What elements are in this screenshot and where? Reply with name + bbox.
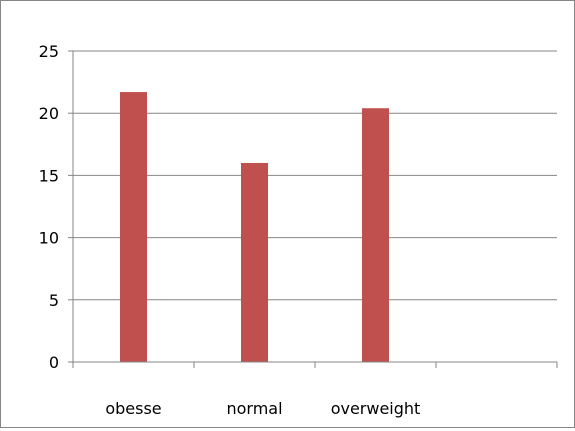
bars <box>120 92 389 362</box>
y-tick-label: 10 <box>39 229 59 248</box>
y-tick-label: 0 <box>49 353 59 372</box>
y-tick-label: 25 <box>39 42 59 61</box>
y-tick-label: 15 <box>39 166 59 185</box>
y-tick-labels: 0 5 10 15 20 25 <box>39 42 59 372</box>
axes <box>68 50 558 368</box>
gridlines <box>73 50 557 301</box>
bar-overweight <box>362 108 389 362</box>
y-tick-label: 5 <box>49 291 59 310</box>
bar-obesse <box>120 92 147 362</box>
x-tick-label: obesse <box>105 399 161 418</box>
bar-normal <box>241 162 268 362</box>
x-tick-label: overweight <box>331 399 421 418</box>
x-tick-labels: obesse normal overweight <box>105 399 420 418</box>
y-tick-label: 20 <box>39 104 59 123</box>
x-tick-label: normal <box>226 399 282 418</box>
